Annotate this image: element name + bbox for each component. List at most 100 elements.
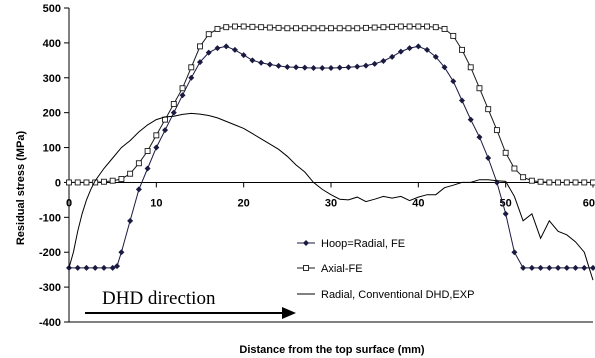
data-point (118, 249, 125, 256)
data-point (293, 64, 300, 71)
data-point (555, 264, 562, 271)
legend-label: Radial, Conventional DHD,EXP (321, 289, 474, 301)
data-point (581, 264, 588, 271)
data-point (153, 132, 160, 139)
series-1 (66, 43, 595, 271)
data-point (240, 23, 247, 30)
data-point (511, 249, 518, 256)
data-point (572, 264, 579, 271)
series-2 (66, 23, 595, 186)
series-3 (68, 112, 594, 281)
data-point (502, 149, 509, 156)
data-point (144, 148, 151, 154)
data-point (214, 25, 221, 32)
data-point (493, 127, 500, 134)
data-point (319, 25, 326, 32)
data-point (284, 63, 291, 70)
x-tick-label: 30 (325, 197, 337, 209)
y-tick-label: 400 (43, 38, 61, 50)
data-point (205, 49, 212, 56)
data-point (555, 179, 562, 186)
data-point (83, 179, 90, 186)
data-point (118, 176, 125, 182)
data-point (301, 25, 308, 32)
data-point (266, 61, 273, 68)
y-axis-title: Residual stress (MPa) (15, 131, 27, 246)
series-line (68, 112, 594, 281)
legend-label: Hoop=Radial, FE (321, 238, 405, 250)
data-point (109, 177, 116, 184)
series-line (69, 26, 593, 183)
data-point (415, 43, 422, 50)
data-point (328, 25, 334, 32)
data-point (459, 97, 465, 104)
data-point (450, 32, 457, 39)
data-point (336, 25, 343, 32)
data-point (74, 179, 81, 186)
data-point (258, 59, 265, 66)
data-point (66, 264, 72, 271)
data-point (66, 179, 72, 186)
data-point (310, 25, 317, 32)
dhd-direction-label: DHD direction (102, 288, 216, 309)
series-layer (66, 23, 595, 281)
y-tick-label: 100 (43, 143, 61, 155)
data-point (266, 24, 273, 31)
data-point (467, 64, 474, 71)
data-point (546, 179, 553, 186)
data-point (563, 264, 570, 271)
data-point (441, 64, 448, 71)
legend-item-3: Radial, Conventional DHD,EXP (297, 289, 474, 301)
data-point (328, 65, 334, 72)
data-point (249, 23, 256, 30)
data-point (127, 217, 134, 224)
data-point (546, 264, 553, 271)
data-point (336, 64, 343, 71)
data-point (249, 57, 256, 64)
data-point (397, 48, 404, 55)
data-point (170, 100, 177, 107)
data-point (205, 31, 212, 38)
data-point (223, 43, 230, 50)
x-tick-label: 40 (412, 197, 424, 209)
data-point (485, 106, 492, 113)
data-point (572, 179, 579, 186)
data-point (485, 155, 492, 162)
legend-marker (303, 240, 309, 246)
data-point (197, 43, 203, 50)
data-point (170, 109, 177, 116)
data-point (563, 179, 570, 186)
data-point (214, 45, 221, 52)
data-point (179, 92, 186, 99)
data-point (476, 85, 483, 92)
data-point (528, 177, 535, 184)
y-tick-label: -300 (39, 282, 61, 294)
x-tick-label: 10 (150, 197, 162, 209)
data-point (581, 179, 588, 186)
data-point (397, 23, 404, 30)
data-point (511, 165, 518, 172)
data-point (362, 62, 369, 69)
y-tick-label: -400 (39, 317, 61, 329)
y-tick-label: -100 (39, 212, 61, 224)
data-point (528, 264, 535, 271)
y-tick-label: 0 (55, 177, 61, 189)
data-point (310, 65, 317, 72)
data-point (197, 59, 203, 66)
data-point (74, 264, 81, 271)
data-point (406, 45, 413, 52)
x-tick-label: 20 (238, 197, 250, 209)
data-point (188, 74, 195, 81)
data-point (415, 23, 422, 30)
y-tick-label: 200 (43, 108, 61, 120)
data-point (179, 85, 186, 92)
data-point (590, 264, 595, 271)
data-point (432, 24, 439, 31)
y-tick-label: -200 (39, 247, 61, 259)
data-point (92, 264, 99, 271)
data-point (114, 263, 121, 270)
data-point (100, 264, 107, 271)
data-point (424, 23, 431, 30)
legend: Hoop=Radial, FE Axial-FE Radial, Conventio… (297, 238, 474, 301)
